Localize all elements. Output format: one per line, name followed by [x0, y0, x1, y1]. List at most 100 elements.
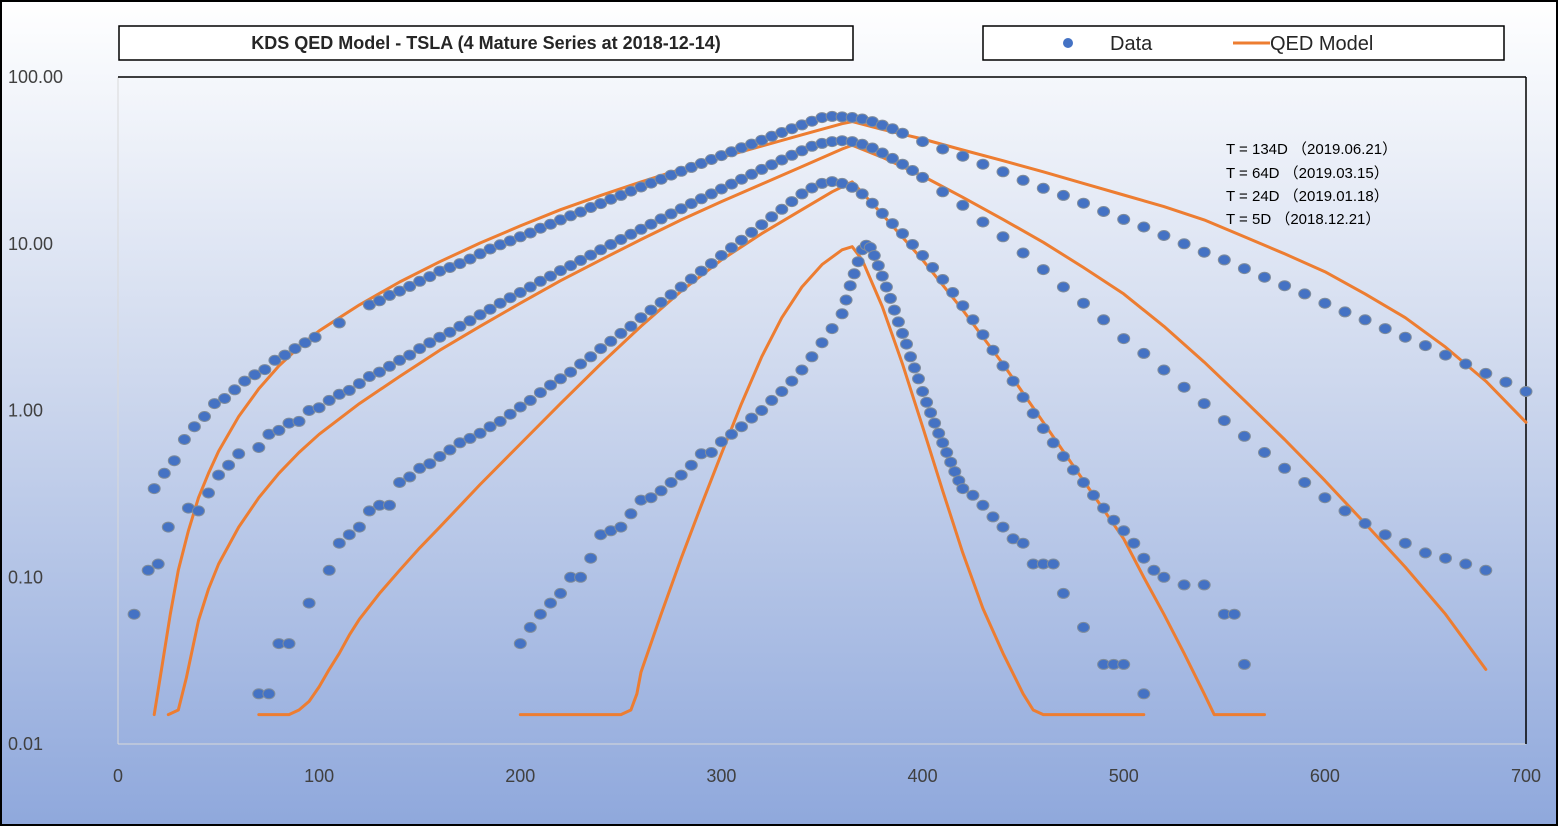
data-point [1439, 552, 1452, 564]
data-point [584, 351, 598, 363]
data-point [594, 343, 608, 355]
data-point [714, 436, 728, 448]
data-point [735, 173, 748, 185]
data-point [151, 558, 165, 570]
data-point [920, 396, 934, 408]
data-point [674, 281, 688, 293]
data-point [483, 421, 497, 433]
data-point [453, 258, 467, 270]
data-point [885, 218, 899, 230]
data-points [127, 110, 1533, 700]
data-point [684, 273, 698, 285]
y-tick-label: 10.00 [8, 234, 53, 254]
data-point [594, 244, 608, 256]
x-tick-label: 700 [1511, 766, 1541, 786]
data-point [604, 335, 618, 347]
data-point [948, 466, 962, 478]
data-point [664, 289, 678, 301]
data-point [373, 366, 386, 378]
data-point [745, 226, 759, 238]
data-point [735, 234, 748, 246]
data-point [745, 412, 759, 424]
data-point [694, 265, 708, 277]
data-point [141, 564, 155, 576]
annotation-t64: T = 64D （2019.03.15） [1226, 165, 1389, 182]
data-point [896, 228, 909, 240]
data-point [393, 477, 407, 488]
data-point [238, 375, 252, 387]
x-tick-label: 100 [304, 766, 334, 786]
data-point [936, 274, 950, 285]
data-point [1338, 505, 1352, 517]
data-point [228, 384, 242, 396]
data-point [725, 428, 738, 440]
data-point [932, 427, 946, 439]
data-point [966, 489, 980, 501]
data-point [879, 281, 893, 293]
data-point [755, 163, 769, 175]
data-point [654, 213, 668, 225]
data-point [383, 499, 396, 511]
data-point [1016, 537, 1030, 549]
data-point [1036, 182, 1050, 194]
data-point [1137, 221, 1151, 233]
data-point [825, 323, 839, 335]
data-point [946, 287, 960, 298]
data-point [795, 188, 809, 200]
data-point [292, 415, 306, 427]
data-point [865, 142, 879, 154]
data-point [278, 349, 292, 361]
data-point [1147, 564, 1161, 576]
data-point [248, 369, 262, 381]
data-point [342, 529, 356, 541]
data-point [1006, 533, 1020, 545]
data-point [896, 127, 909, 139]
maturity-annotations: T = 134D （2019.06.21） T = 64D （2019.03.1… [1226, 141, 1397, 228]
data-point [1358, 314, 1372, 326]
data-point [208, 398, 221, 410]
data-point [916, 250, 930, 261]
data-point [1127, 537, 1141, 549]
data-point [288, 343, 302, 355]
annotation-t134: T = 134D （2019.06.21） [1226, 141, 1397, 158]
x-tick-labels: 0 100 200 300 400 500 600 700 [113, 766, 1541, 786]
data-point [704, 188, 718, 200]
data-point [775, 203, 789, 215]
data-point [1137, 552, 1151, 564]
data-point [1258, 271, 1271, 283]
data-point [694, 193, 708, 205]
data-point [493, 415, 507, 427]
data-point [996, 521, 1010, 533]
data-point [1177, 579, 1191, 591]
data-point [564, 366, 578, 378]
data-point [1117, 333, 1131, 345]
data-point [944, 456, 958, 468]
data-point [916, 136, 930, 148]
data-point [996, 166, 1010, 178]
data-point [574, 254, 588, 266]
data-point [664, 208, 678, 220]
data-point [393, 285, 407, 297]
title-box: KDS QED Model - TSLA (4 Mature Series at… [118, 25, 854, 61]
data-point [815, 337, 829, 349]
data-point [1097, 502, 1111, 514]
data-point [1046, 558, 1060, 570]
data-point [795, 364, 809, 376]
data-point [352, 521, 366, 533]
data-point [1157, 571, 1171, 583]
data-point [218, 393, 232, 404]
data-point [308, 331, 322, 343]
data-point [956, 483, 970, 495]
data-point [684, 198, 698, 210]
data-point [1237, 430, 1251, 442]
data-point [604, 239, 618, 250]
data-point [1046, 437, 1060, 449]
data-point [644, 218, 658, 230]
data-point [413, 462, 427, 474]
data-point [1217, 254, 1231, 266]
data-point [1087, 489, 1100, 501]
data-point [1237, 263, 1251, 275]
data-point [533, 387, 547, 399]
data-point [936, 437, 950, 449]
data-point [867, 250, 881, 261]
